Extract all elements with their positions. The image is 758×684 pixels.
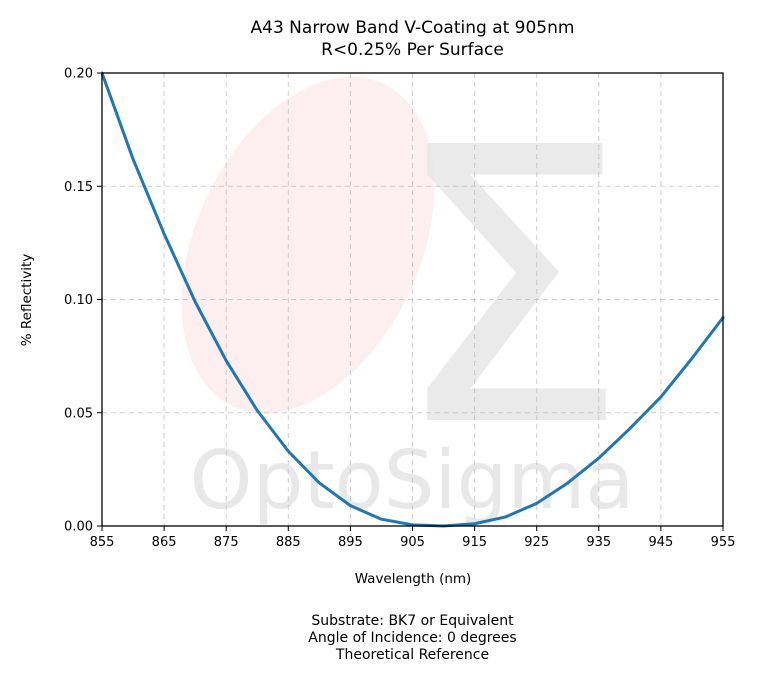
y-tick-label: 0.15 bbox=[64, 180, 93, 195]
footer-reference: Theoretical Reference bbox=[335, 647, 490, 663]
series-layer bbox=[100, 71, 725, 528]
y-tick-label: 0.05 bbox=[64, 406, 93, 421]
y-tick-label: 0.20 bbox=[64, 67, 93, 82]
x-tick-label: 945 bbox=[648, 535, 673, 550]
series-line bbox=[100, 71, 725, 528]
axes: 855 865 875 885 895 905 915 925 935 945 955 0.00 0.0… bbox=[64, 67, 735, 551]
x-tick-label: 925 bbox=[524, 535, 549, 550]
footer-substrate: Substrate: BK7 or Equivalent bbox=[311, 613, 514, 629]
y-tick-label: 0.00 bbox=[64, 520, 93, 535]
plot-frame bbox=[101, 72, 724, 527]
x-tick-label: 865 bbox=[152, 535, 177, 550]
x-tick-label: 955 bbox=[711, 535, 736, 550]
reflectivity-chart: Σ OptoSigma 855 865 875 885 895 905 915 925 935 9… bbox=[19, 67, 735, 588]
footer-angle: Angle of Incidence: 0 degrees bbox=[308, 630, 517, 646]
watermark-ellipse bbox=[181, 76, 435, 414]
x-tick-label: 895 bbox=[338, 535, 363, 550]
chart-subtitle: R<0.25% Per Surface bbox=[321, 40, 504, 60]
x-axis-label: Wavelength (nm) bbox=[355, 571, 472, 587]
x-tick-label: 875 bbox=[214, 535, 239, 550]
x-tick-label: 935 bbox=[586, 535, 611, 550]
x-tick-label: 915 bbox=[462, 535, 487, 550]
watermark-sigma: Σ bbox=[390, 67, 630, 510]
x-tick-label: 855 bbox=[90, 535, 115, 550]
chart-title: A43 Narrow Band V-Coating at 905nm bbox=[250, 18, 575, 38]
y-axis-label: % Reflectivity bbox=[19, 254, 35, 347]
x-tick-label: 885 bbox=[276, 535, 301, 550]
optosigma-watermark: Σ OptoSigma bbox=[181, 67, 634, 527]
x-tick-label: 905 bbox=[400, 535, 425, 550]
y-tick-label: 0.10 bbox=[64, 293, 93, 308]
